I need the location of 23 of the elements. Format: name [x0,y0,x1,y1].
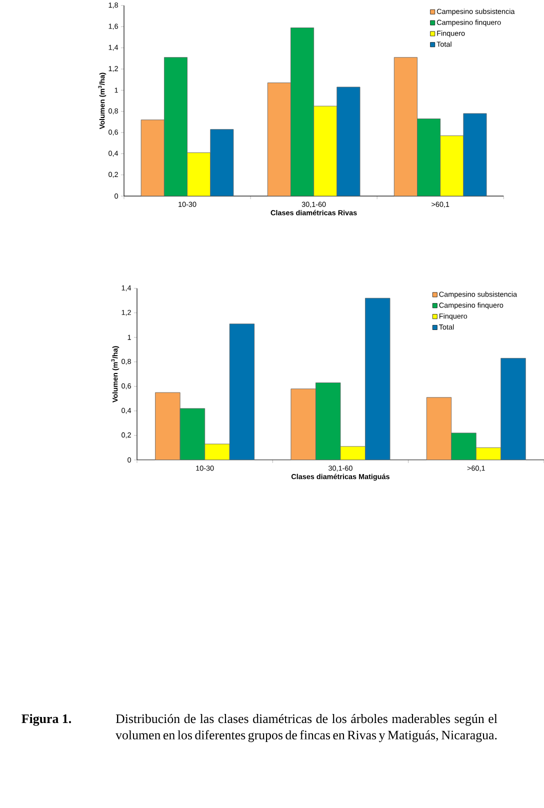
bar [394,57,418,196]
bar [210,129,234,196]
bar [186,152,210,196]
bar [140,120,164,196]
bar [440,135,464,196]
bar [290,388,316,460]
text: Distribución de las clases diamétricas de los árboles maderables según el volumen en los diferentes grupos de fincas en Rivas y Matiguás, Nicaragua. [115,714,498,742]
bar [229,324,254,460]
bar [336,86,360,196]
bar [313,106,338,196]
bar [463,113,487,196]
bar [315,382,341,460]
bar [416,118,440,196]
bar [451,432,476,460]
bar [426,397,452,460]
bar [180,408,205,460]
bar [500,358,526,460]
bar [267,82,291,196]
bar [364,298,390,460]
text: Figura 1. [22,714,71,726]
bar [164,57,188,196]
bar [290,28,314,196]
bar [154,392,180,460]
